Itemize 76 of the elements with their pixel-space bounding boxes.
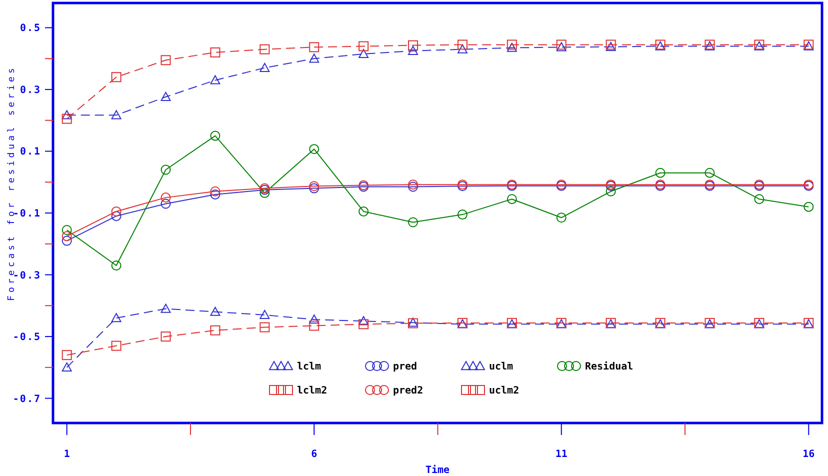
point [62, 362, 72, 372]
point [210, 47, 220, 58]
point [408, 40, 418, 50]
point [457, 210, 468, 220]
point [408, 217, 418, 228]
point [160, 304, 171, 313]
point [160, 198, 171, 209]
point [111, 211, 122, 222]
point [260, 62, 270, 72]
x-tick-label: 6 [311, 449, 318, 460]
point [655, 168, 666, 178]
point [309, 320, 320, 331]
point [556, 42, 566, 52]
point [358, 41, 369, 52]
point [210, 130, 220, 141]
point [111, 340, 122, 351]
point [62, 350, 72, 360]
point [754, 194, 764, 204]
legend-label: uclm2 [489, 386, 520, 396]
point [506, 40, 517, 50]
point [111, 72, 122, 82]
point [160, 164, 171, 175]
point [62, 110, 72, 120]
point [556, 212, 566, 223]
point [210, 325, 220, 336]
point [457, 40, 468, 50]
point [358, 206, 369, 216]
point [457, 44, 468, 54]
point [804, 202, 814, 212]
point [160, 332, 171, 342]
y-tick-label: -0.5 [12, 332, 41, 344]
point [260, 322, 270, 332]
y-tick-label: 0.1 [20, 146, 41, 158]
legend-label: Residual [585, 360, 634, 372]
point [210, 186, 220, 196]
point [160, 92, 171, 101]
point [160, 192, 171, 203]
point [62, 236, 72, 246]
point [160, 55, 171, 66]
point [111, 110, 122, 120]
point [111, 260, 122, 270]
point [704, 168, 715, 178]
point [358, 319, 369, 330]
legend-label: pred [393, 362, 418, 372]
legend-label: lclm2 [297, 386, 328, 396]
point [606, 186, 616, 196]
point [309, 314, 320, 324]
point [260, 44, 270, 54]
point [506, 42, 517, 52]
legend-label: pred2 [393, 386, 424, 396]
point [358, 316, 369, 326]
x-axis-title: Time [425, 464, 450, 476]
point [408, 46, 418, 55]
y-tick-label: 0.5 [20, 23, 41, 34]
point [358, 48, 369, 58]
point [309, 42, 320, 52]
y-tick-label: 0.3 [20, 84, 41, 96]
point [506, 194, 517, 204]
point [111, 313, 122, 322]
point [309, 144, 320, 154]
point [309, 54, 320, 63]
point [210, 189, 220, 200]
point [260, 188, 270, 198]
point [260, 310, 270, 320]
point [210, 75, 220, 84]
point [62, 224, 72, 235]
legend-label: lclm [297, 362, 322, 372]
point [62, 231, 72, 242]
x-tick-label: 16 [802, 449, 815, 460]
y-tick-label: -0.7 [12, 394, 41, 405]
point [111, 206, 122, 216]
point [62, 114, 72, 124]
x-tick-label: 1 [64, 449, 70, 460]
point [210, 306, 220, 316]
legend-label: uclm [489, 362, 514, 372]
x-tick-label: 11 [555, 449, 568, 460]
